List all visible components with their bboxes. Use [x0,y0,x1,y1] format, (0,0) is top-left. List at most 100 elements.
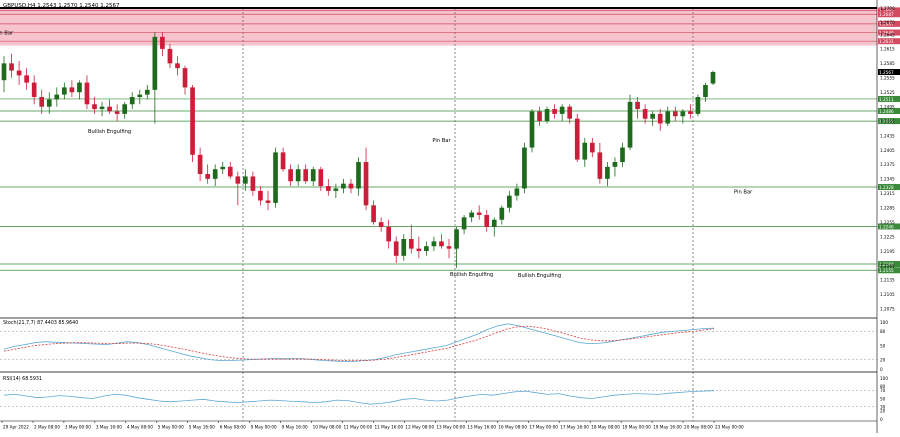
candle-body [46,99,52,107]
rsi-axis-label: 20 [880,409,886,414]
candle-body [1,63,7,81]
candle-body [77,82,82,93]
candle-body [650,113,655,119]
level-price-label: 1.2649 [879,30,894,35]
candle-body [107,106,112,112]
candle-body [688,111,693,114]
candle-body [333,188,339,191]
candle-body [710,72,716,84]
price-tick-label: 1.2075 [880,307,895,312]
price-tick-label: 1.2555 [880,76,895,81]
price-tick-label: 1.2225 [880,234,895,239]
time-tick-label: 13 May 00:00 [436,425,465,430]
level-price-label: 1.2486 [879,109,894,114]
price-tick-label: 1.2700 [880,6,895,11]
candle-body [680,111,686,117]
candle-body [461,217,467,230]
candle-body [672,111,678,117]
candle-body [288,169,293,182]
candle-body [378,222,384,227]
time-tick-label: 5 May 16:00 [189,425,215,430]
time-tick-label: 18 May 08:00 [591,425,620,430]
symbol-header: GBPUSD,H4 1.2543 1.2570 1.2540 1.2567 [3,3,120,9]
time-tick-label: 17 May 00:00 [529,425,558,430]
candle-body [318,169,324,187]
candle-body [408,239,414,249]
rsi-label: RSI(14) 68.5931 [3,376,42,382]
level-price-box [878,107,900,114]
time-tick-label: 20 May 08:00 [684,425,713,430]
price-tick-label: 1.2105 [880,292,895,297]
candle-body [250,176,256,191]
time-tick-label: 16 May 08:00 [498,425,527,430]
time-tick-label: 6 May 08:00 [220,425,246,430]
candle-body [363,162,369,206]
time-tick-label: 5 May 00:00 [158,425,184,430]
candle-body [635,101,640,110]
stoch-axis-label: 50 [880,343,886,348]
level-price-label: 1.2246 [879,224,894,229]
candle-body [559,106,565,114]
annotations-layer: Pin Bar Bullish Engulfing Pin Bar Bullish E… [0,30,753,279]
candle-body [54,94,60,100]
level-price-box [878,261,900,268]
candle-body [484,214,490,227]
current-price-label: 1.2567 [879,70,894,75]
level-price-box [878,7,900,14]
candle-body [522,147,527,189]
time-tick-label: 3 May 16:00 [96,425,122,430]
candle-body [552,109,557,114]
candle-body [627,101,633,148]
time-tick-label: 17 May 16:00 [560,425,589,430]
candle-body [16,70,22,76]
stochastic-label: Stoch(21,7,7) 87.4403 85.9640 [3,320,78,326]
pattern-annotation: Pin Bar [734,189,753,195]
level-price-label: 1.2155 [879,268,894,273]
candle-body [582,142,588,160]
rsi-axis-label: 30 [880,405,886,410]
candle-body [325,186,331,191]
candle-body [356,162,361,189]
rsi-axis-label: 100 [880,376,888,381]
candle-body [197,154,203,175]
level-price-box [878,20,900,27]
candle-body [243,176,248,184]
level-price-label: 1.2511 [879,97,894,102]
candle-body [665,111,671,124]
price-tick-label: 1.2670 [880,20,895,25]
candle-body [310,169,316,182]
candle-body [190,87,195,155]
stoch-axis-label: 20 [880,357,886,362]
pattern-annotation: Bullish Engulfing [450,272,493,278]
rsi-axis-label: 80 [880,384,886,389]
price-tick-label: 1.2585 [880,61,895,66]
stoch-signal-line [3,325,715,361]
candle-body [114,111,120,114]
level-price-box [878,29,900,36]
candle-body [182,68,188,88]
level-price-box [878,118,900,125]
candle-body [514,188,520,196]
price-tick-label: 1.2375 [880,162,895,167]
resistance-zone [0,8,877,46]
time-tick-label: 9 May 00:00 [251,425,277,430]
candle-body [92,104,97,110]
price-tick-label: 1.2525 [880,90,895,95]
candle-body [265,200,271,203]
time-tick-label: 19 May 00:00 [622,425,651,430]
price-tick-label: 1.2345 [880,177,895,182]
level-price-box [878,38,900,45]
candle-body [529,111,535,148]
candle-body [431,241,437,247]
candle-body [695,97,701,114]
candle-body [605,166,610,179]
price-tick-label: 1.2465 [880,119,895,124]
candle-body [273,152,278,203]
level-price-label: 1.2465 [879,119,894,124]
candle-body [152,36,158,90]
candle-body [167,48,173,64]
